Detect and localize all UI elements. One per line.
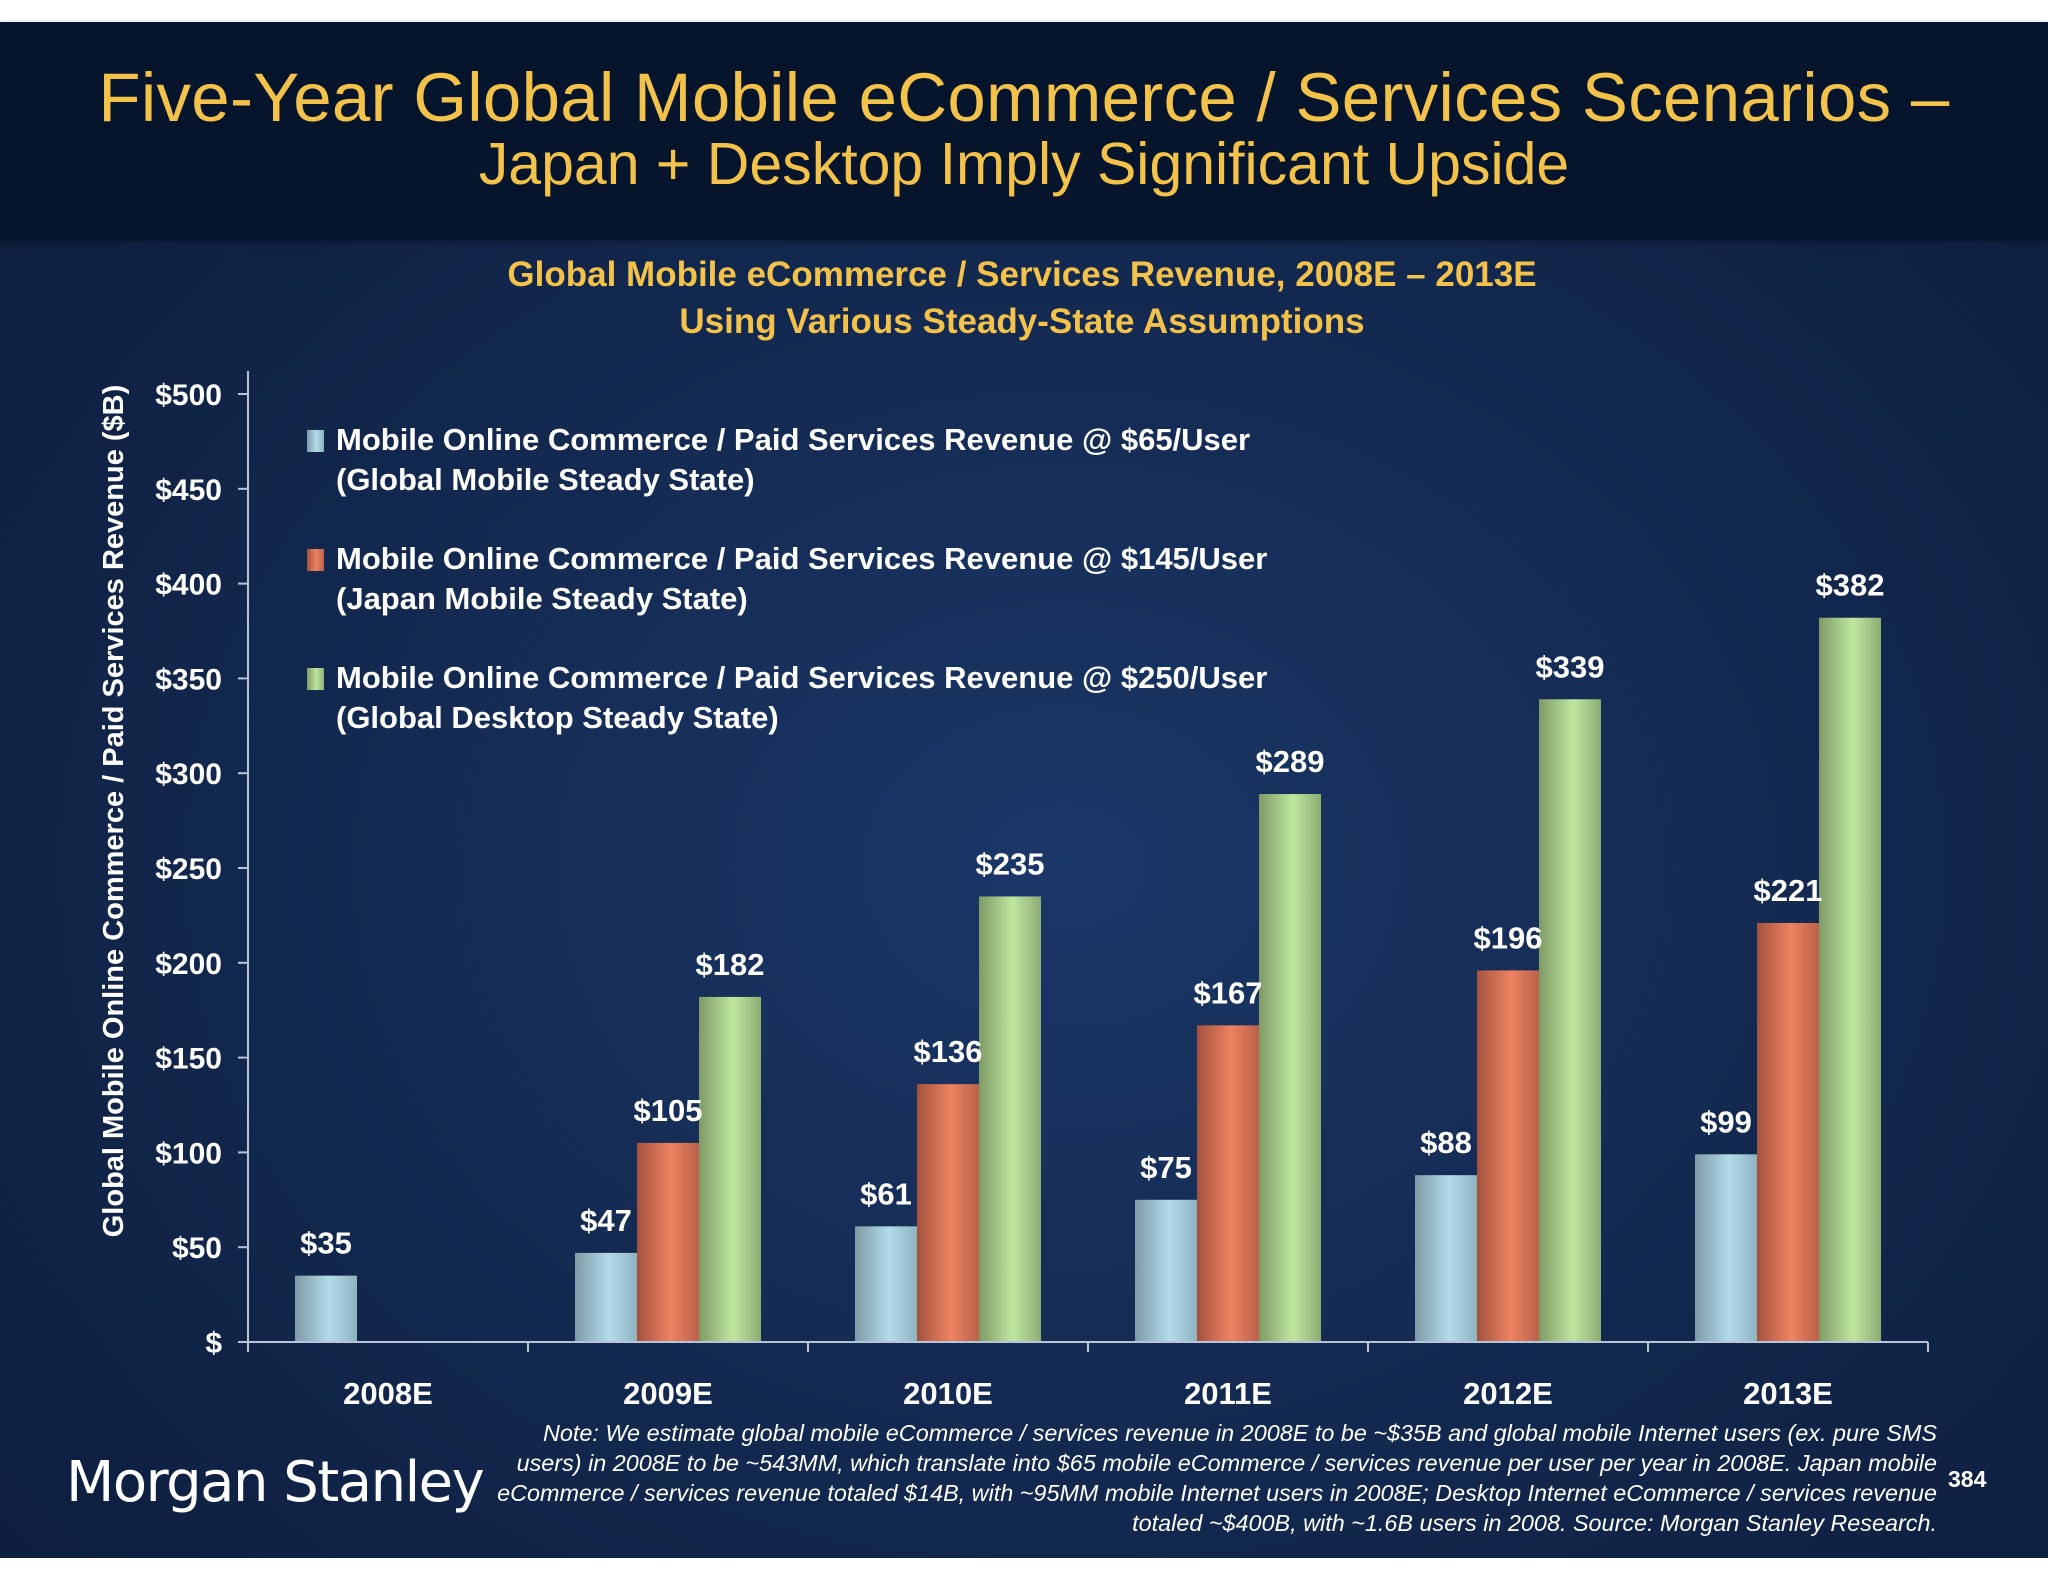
bar-series-3-2011E — [1259, 794, 1321, 1342]
bar-value-label: $105 — [634, 1093, 703, 1128]
x-tick-label: 2008E — [343, 1376, 433, 1411]
morgan-stanley-logo: Morgan Stanley — [66, 1450, 485, 1515]
bar-series-2-2013E — [1757, 922, 1819, 1342]
bar-value-label: $235 — [976, 846, 1045, 881]
bar-series-1-2008E — [295, 1275, 357, 1342]
legend-swatch-3 — [307, 668, 324, 690]
bar-value-label: $88 — [1420, 1125, 1472, 1160]
bar-value-label: $182 — [696, 947, 765, 982]
chart-subtitle: Using Various Steady-State Assumptions — [679, 302, 1364, 341]
bar-value-label: $99 — [1700, 1104, 1752, 1139]
bar-value-label: $339 — [1536, 649, 1605, 684]
bar-value-label: $61 — [860, 1176, 912, 1211]
x-tick-label: 2009E — [623, 1376, 713, 1411]
bar-value-label: $289 — [1256, 744, 1325, 779]
bar-series-1-2010E — [855, 1226, 917, 1342]
bar-series-1-2012E — [1415, 1175, 1477, 1342]
x-tick-label: 2013E — [1743, 1376, 1833, 1411]
bar-series-2-2011E — [1197, 1025, 1259, 1342]
bar-value-label: $136 — [914, 1034, 983, 1069]
bar-series-2-2009E — [637, 1142, 699, 1342]
bar-chart: Global Mobile eCommerce / Services Reven… — [98, 255, 1929, 1411]
x-tick-label: 2011E — [1184, 1376, 1272, 1411]
chart-title: Global Mobile eCommerce / Services Reven… — [507, 255, 1536, 294]
y-axis-label: Global Mobile Online Commerce / Paid Ser… — [98, 385, 130, 1238]
y-tick-label: $50 — [172, 1232, 222, 1265]
y-tick-label: $100 — [155, 1137, 222, 1170]
y-tick-label: $450 — [155, 474, 222, 507]
bar-series-2-2012E — [1477, 970, 1539, 1342]
bar-series-1-2013E — [1695, 1154, 1757, 1342]
legend-label-2: Mobile Online Commerce / Paid Services R… — [336, 541, 1267, 576]
legend-sublabel-3: (Global Desktop Steady State) — [336, 700, 779, 735]
y-tick-label: $ — [205, 1327, 222, 1360]
bar-series-1-2009E — [575, 1252, 637, 1342]
header-banner: Five-Year Global Mobile eCommerce / Serv… — [0, 22, 2048, 240]
bar-value-label: $75 — [1140, 1150, 1192, 1185]
bar-value-label: $167 — [1194, 975, 1263, 1010]
bar-value-label: $196 — [1474, 920, 1543, 955]
slide: Five-Year Global Mobile eCommerce / Serv… — [0, 22, 2048, 1558]
bar-series-1-2011E — [1135, 1199, 1197, 1342]
bar-series-3-2009E — [699, 996, 761, 1342]
bar-series-3-2013E — [1819, 617, 1881, 1342]
y-tick-label: $350 — [155, 663, 222, 696]
y-tick-label: $250 — [155, 853, 222, 886]
y-tick-label: $150 — [155, 1043, 222, 1076]
page-number: 384 — [1948, 1466, 1987, 1492]
y-tick-label: $400 — [155, 569, 222, 602]
y-tick-label: $500 — [155, 379, 222, 412]
bar-series-2-2010E — [917, 1084, 979, 1342]
legend-label-1: Mobile Online Commerce / Paid Services R… — [336, 422, 1250, 457]
x-tick-label: 2012E — [1463, 1376, 1553, 1411]
legend-label-3: Mobile Online Commerce / Paid Services R… — [336, 660, 1267, 695]
y-tick-label: $300 — [155, 758, 222, 791]
legend-sublabel-2: (Japan Mobile Steady State) — [336, 581, 748, 616]
legend-swatch-1 — [307, 430, 324, 452]
bar-value-label: $35 — [300, 1226, 352, 1261]
bar-value-label: $382 — [1816, 568, 1885, 603]
y-tick-label: $200 — [155, 948, 222, 981]
slide-title: Five-Year Global Mobile eCommerce / Serv… — [98, 59, 1950, 136]
x-tick-label: 2010E — [903, 1376, 993, 1411]
bar-series-3-2012E — [1539, 699, 1601, 1342]
slide-subtitle: Japan + Desktop Imply Significant Upside — [478, 131, 1570, 197]
footnote: Note: We estimate global mobile eCommerc… — [497, 1420, 1937, 1536]
legend-sublabel-1: (Global Mobile Steady State) — [336, 462, 755, 497]
bar-value-label: $47 — [580, 1203, 632, 1238]
legend-swatch-2 — [307, 549, 324, 571]
bar-series-3-2010E — [979, 896, 1041, 1342]
bar-value-label: $221 — [1754, 873, 1823, 908]
